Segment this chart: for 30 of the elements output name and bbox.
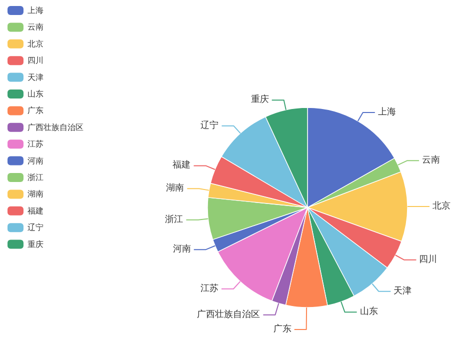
- legend-label: 重庆: [28, 240, 44, 249]
- legend-label: 上海: [28, 6, 44, 15]
- legend-label: 山东: [28, 90, 44, 98]
- legend-label: 四川: [28, 56, 44, 66]
- slice-label: 辽宁: [200, 120, 219, 131]
- legend-label: 江苏: [28, 140, 44, 149]
- legend-label: 广西壮族自治区: [28, 122, 84, 132]
- slice-label: 河南: [172, 244, 191, 255]
- legend-label: 北京: [28, 39, 44, 48]
- slice-label: 天津: [394, 285, 412, 296]
- slice-label: 山东: [360, 306, 378, 318]
- slice-label: 重庆: [250, 94, 269, 106]
- slice-label: 广东: [273, 323, 292, 334]
- slice-label: 福建: [172, 160, 191, 171]
- legend-label: 福建: [28, 206, 44, 216]
- legend-label: 浙江: [28, 173, 44, 182]
- legend-label: 湖南: [28, 190, 44, 199]
- slice-label: 江苏: [200, 282, 218, 294]
- slice-label: 上海: [378, 106, 396, 118]
- slice-label: 云南: [422, 154, 440, 166]
- slice-label: 浙江: [165, 214, 184, 225]
- legend-label: 河南: [28, 156, 44, 166]
- slice-label: 广西壮族自治区: [197, 308, 260, 320]
- legend-label: 云南: [28, 22, 44, 32]
- slice-label: 北京: [432, 200, 450, 212]
- slice-label: 湖南: [166, 182, 184, 194]
- legend-label: 广东: [28, 106, 44, 116]
- legend-label: 天津: [28, 72, 44, 82]
- legend-label: 辽宁: [28, 223, 44, 232]
- slice-label: 四川: [419, 254, 438, 265]
